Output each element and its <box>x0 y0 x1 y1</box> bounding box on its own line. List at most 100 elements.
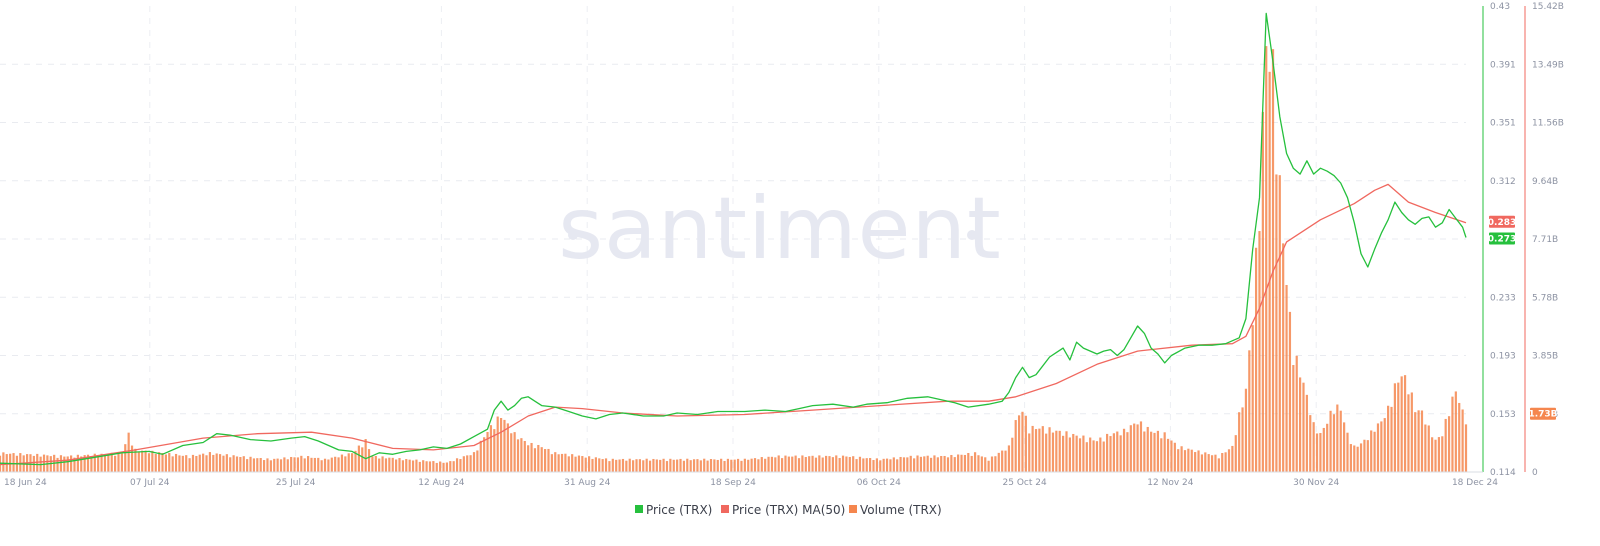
volume-bar <box>699 460 702 472</box>
volume-bar <box>476 450 479 472</box>
volume-bar <box>1292 365 1295 472</box>
volume-bar <box>960 454 963 472</box>
volume-bar <box>232 455 235 472</box>
volume-bar <box>733 459 736 472</box>
x-axis-tick-label: 12 Aug 24 <box>418 478 464 488</box>
volume-bar <box>1407 394 1410 472</box>
volume-bar <box>543 449 547 472</box>
volume-bar <box>1248 350 1251 472</box>
volume-bar <box>171 456 174 472</box>
volume-bar <box>814 457 818 472</box>
volume-bar <box>635 459 638 472</box>
volume-bar <box>855 459 858 472</box>
volume-bar <box>967 453 970 472</box>
volume-bar <box>516 439 520 472</box>
volume-bar <box>709 459 713 472</box>
volume-bar <box>963 454 967 472</box>
volume-bar <box>293 457 296 472</box>
legend-item-ma50[interactable]: Price (TRX) MA(50) <box>721 503 845 517</box>
watermark-dot-right <box>967 230 977 240</box>
volume-bar <box>1146 426 1149 472</box>
series-lines <box>0 12 1467 466</box>
volume-bar <box>19 453 22 472</box>
volume-bar <box>503 419 506 472</box>
volume-bar <box>506 423 509 472</box>
volume-bar <box>452 461 455 472</box>
volume-bar <box>432 461 435 472</box>
volume-bar <box>1383 418 1386 472</box>
volume-bar <box>547 448 550 472</box>
volume-bar <box>144 450 147 472</box>
volume-bar <box>838 458 841 472</box>
volume-bar <box>1024 415 1027 472</box>
volume-bar <box>1048 427 1051 472</box>
volume-bar <box>1041 426 1044 472</box>
volume-bar <box>997 452 1000 472</box>
volume-bar <box>249 456 252 472</box>
volume-axis-tick-label: 0 <box>1532 468 1538 478</box>
volume-bar <box>310 457 313 472</box>
volume-bar <box>66 456 69 472</box>
volume-bar <box>222 455 225 472</box>
volume-bar <box>439 461 442 472</box>
volume-bar <box>164 454 167 472</box>
volume-bar <box>957 454 960 472</box>
volume-bar <box>767 456 770 472</box>
legend-swatch <box>635 505 643 513</box>
volume-bar <box>648 460 652 472</box>
volume-bar <box>567 456 570 472</box>
volume-bar <box>1217 458 1220 472</box>
volume-bar <box>354 450 357 472</box>
x-axis-tick-label: 06 Oct 24 <box>857 478 901 488</box>
legend-item-price[interactable]: Price (TRX) <box>635 503 712 517</box>
volume-bar <box>225 454 228 472</box>
volume-bar <box>659 459 662 472</box>
volume-bar <box>655 459 658 472</box>
volume-bar <box>1072 433 1075 472</box>
volume-bar <box>317 457 320 472</box>
volume-bar <box>1068 437 1071 472</box>
volume-bar <box>361 447 364 472</box>
volume-bar <box>1336 404 1339 472</box>
price-axis-tick-label: 0.233 <box>1490 293 1516 303</box>
volume-bar <box>1166 438 1170 472</box>
volume-bar <box>845 456 848 472</box>
volume-bar <box>848 456 851 472</box>
legend-item-volume[interactable]: Volume (TRX) <box>849 503 942 517</box>
x-axis-tick-label: 30 Nov 24 <box>1293 478 1339 488</box>
volume-bar <box>1207 454 1210 472</box>
volume-bar <box>970 455 973 472</box>
volume-bar <box>1112 433 1115 472</box>
volume-bar <box>1380 421 1383 472</box>
volume-bar <box>1021 411 1024 472</box>
volume-bar <box>984 457 987 472</box>
volume-bar <box>1305 394 1308 472</box>
volume-bar <box>1410 392 1413 472</box>
volume-bar <box>977 455 980 472</box>
volume-bar <box>395 459 398 472</box>
volume-bar <box>625 460 628 472</box>
volume-bar <box>279 459 283 472</box>
volume-bar <box>174 453 178 472</box>
volume-bar <box>852 456 855 472</box>
volume-bar <box>669 458 672 472</box>
volume-bar <box>1332 414 1336 472</box>
price-value-badge-label: 0.273 <box>1488 235 1516 245</box>
volume-bar <box>351 453 354 472</box>
volume-bar <box>100 453 103 472</box>
volume-bar <box>777 455 780 472</box>
legend-label: Price (TRX) MA(50) <box>732 503 845 517</box>
volume-bar <box>1200 454 1204 472</box>
volume-bar <box>300 455 303 472</box>
volume-bar <box>1187 448 1190 472</box>
volume-bar <box>246 459 249 472</box>
volume-bar <box>808 456 811 472</box>
volume-bar <box>489 425 493 472</box>
volume-bar <box>252 458 256 472</box>
volume-bar <box>679 458 682 472</box>
price-axis-tick-label: 0.153 <box>1490 410 1516 420</box>
legend[interactable]: Price (TRX) Price (TRX) MA(50) Volume (TRX… <box>635 503 942 517</box>
volume-bar <box>1227 449 1231 472</box>
volume-bar <box>120 453 123 472</box>
volume-bar <box>42 454 46 472</box>
